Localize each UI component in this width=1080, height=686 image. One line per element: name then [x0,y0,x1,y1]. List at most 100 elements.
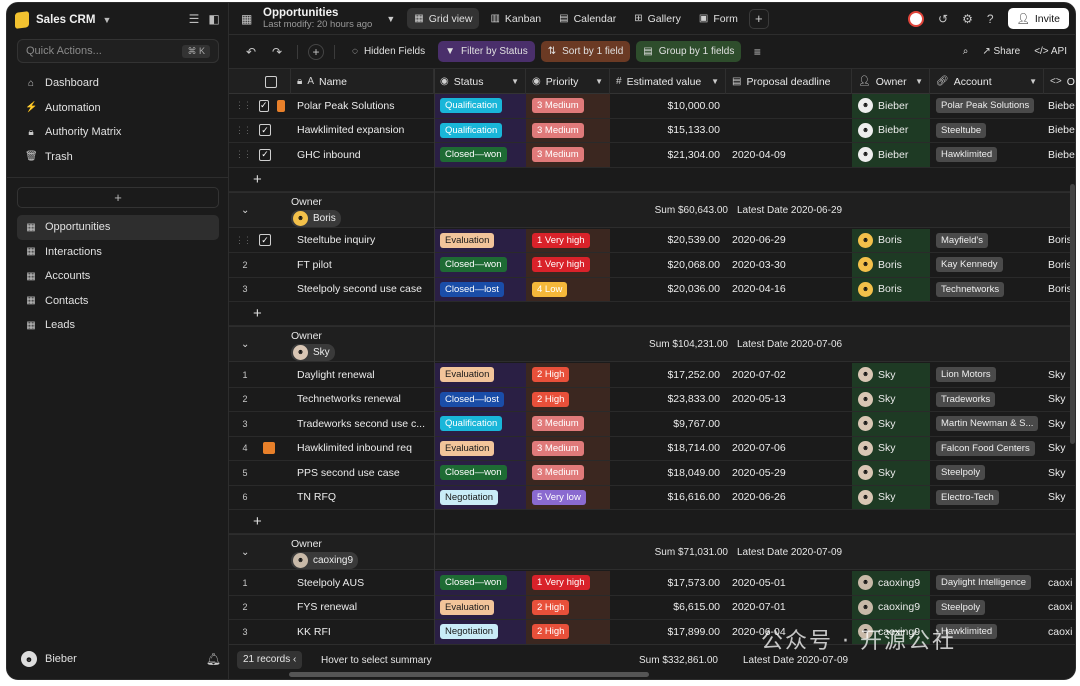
cell-account[interactable]: Hawklimited [930,143,1044,167]
table-row[interactable]: ⋮⋮ ✓ Hawklimited expansion Qualification 3 M… [229,118,1075,143]
cell-status[interactable]: Evaluation [434,595,526,619]
collapse-sidebar-icon[interactable]: ◧ [208,12,220,26]
table-row[interactable]: 3 Steelpoly second use case Closed—lost 4 L… [229,277,1075,302]
add-record-button[interactable]: + [308,43,324,60]
cell-proposal-deadline[interactable]: 2020-04-09 [732,148,786,161]
cell-estimated-value[interactable]: $20,036.00 [667,283,720,296]
workspace-switcher[interactable]: Sales CRM ▼ [15,9,111,31]
cell-name[interactable]: Steelpoly second use case [297,283,422,296]
cell-estimated-value[interactable]: $20,539.00 [667,234,720,247]
cell-proposal-deadline[interactable] [726,119,852,143]
cell-proposal-deadline[interactable] [726,412,852,436]
plus-icon[interactable]: + [253,513,262,530]
add-record-row[interactable]: + [229,302,1075,326]
column-header-proposal-deadline[interactable]: ▤ Proposal deadline [726,69,852,94]
chevron-down-icon[interactable]: ⌄ [241,547,250,558]
group-header[interactable]: ⌄ Owner ☻ Sky Sum $104,231.00 Latest Date 202… [229,326,1075,362]
redo-icon[interactable]: ↷ [271,44,283,59]
cell-priority[interactable]: 3 Medium [526,436,610,460]
cell-estimated-value[interactable]: $21,304.00 [667,148,720,161]
cell-priority[interactable]: 3 Medium [526,461,610,485]
table-row[interactable]: 4 Hawklimited inbound req Evaluation 3 Medi… [229,436,1075,461]
filter-button[interactable]: ▼ Filter by Status [438,41,535,62]
cell-owner[interactable]: ☻ Bieber [852,94,930,118]
cell-extra[interactable]: caoxi [1048,576,1073,589]
cell-extra[interactable]: Sky [1048,466,1066,479]
current-user[interactable]: ☻ Bieber 🔔︎ [21,649,221,669]
cell-name[interactable]: Steeltube inquiry [297,234,376,247]
cell-account[interactable]: Hawklimited [930,620,1044,644]
cell-priority[interactable]: 2 High [526,363,610,387]
cell-status[interactable]: Closed—won [434,143,526,167]
tab-grid-view[interactable]: ▦ Grid view [407,8,480,29]
cell-status[interactable]: Closed—lost [434,277,526,301]
cell-extra[interactable]: Biebe [1048,124,1075,137]
cell-estimated-value[interactable]: $9,767.00 [673,417,720,430]
cell-proposal-deadline[interactable] [726,94,852,118]
cell-account[interactable]: Electro-Tech [930,486,1044,510]
cell-extra[interactable]: Biebe [1048,148,1075,161]
cell-account[interactable]: Lion Motors [930,363,1044,387]
cell-status[interactable]: Closed—won [434,461,526,485]
cell-priority[interactable]: 3 Medium [526,412,610,436]
cell-proposal-deadline[interactable]: 2020-05-13 [732,393,786,406]
sidebar-item-leads[interactable]: ▦ Leads [17,313,219,338]
cell-proposal-deadline[interactable]: 2020-07-06 [732,442,786,455]
add-table-button[interactable]: + [17,187,219,208]
cell-account[interactable]: Falcon Food Centers [930,437,1044,461]
column-header-status[interactable]: ◉ Status ▼ [434,69,526,94]
cell-estimated-value[interactable]: $17,573.00 [667,576,720,589]
group-header[interactable]: ⌄ Owner ☻ caoxing9 Sum $71,031.00 Latest Date… [229,534,1075,570]
cell-proposal-deadline[interactable]: 2020-04-16 [732,283,786,296]
cell-estimated-value[interactable]: $17,899.00 [667,625,720,638]
group-button[interactable]: ▤ Group by 1 fields [636,41,742,62]
sidebar-item-interactions[interactable]: ▦ Interactions [17,240,219,265]
tab-kanban[interactable]: ▥ Kanban [483,8,548,29]
cell-proposal-deadline[interactable]: 2020-06-26 [732,491,786,504]
column-header-owner[interactable]: 👤︎ Owner ▼ [852,69,930,94]
menu-icon[interactable]: ☰ [188,12,200,26]
vertical-scrollbar[interactable] [1070,184,1075,444]
drag-handle-icon[interactable]: ⋮⋮ [235,149,252,160]
drag-handle-icon[interactable]: ⋮⋮ [235,124,252,135]
column-header-estimated-value[interactable]: # Estimated value ▼ [610,69,726,94]
column-header-extra[interactable]: <> O [1044,69,1075,94]
cell-estimated-value[interactable]: $23,833.00 [667,393,720,406]
cell-proposal-deadline[interactable]: 2020-07-01 [732,601,786,614]
cell-proposal-deadline[interactable]: 2020-07-02 [732,368,786,381]
cell-priority[interactable]: 3 Medium [526,143,610,167]
sidebar-item-dashboard[interactable]: ⌂ Dashboard [17,71,219,96]
cell-estimated-value[interactable]: $10,000.00 [667,99,720,112]
bell-icon[interactable]: 🔔︎ [205,652,221,666]
cell-estimated-value[interactable]: $15,133.00 [667,124,720,137]
chevron-down-icon[interactable]: ▼ [386,13,396,24]
history-icon[interactable]: ↺ [938,11,949,26]
chevron-down-icon[interactable]: ▼ [511,77,519,86]
cell-status[interactable]: Closed—lost [434,387,526,411]
cell-extra[interactable]: caoxi [1048,625,1073,638]
comment-badge-icon[interactable] [276,99,285,112]
cell-name[interactable]: Daylight renewal [297,368,375,381]
cell-status[interactable]: Negotiation [434,485,526,509]
plus-icon[interactable]: + [253,170,262,188]
add-record-row[interactable]: + [229,510,1075,534]
cell-owner[interactable]: ☻ Sky [852,387,930,411]
cell-account[interactable]: Polar Peak Solutions [930,94,1044,118]
cell-name[interactable]: Steelpoly AUS [297,576,365,589]
cell-status[interactable]: Qualification [434,118,526,142]
api-button[interactable]: </> API [1034,46,1067,57]
chevron-down-icon[interactable]: ⌄ [241,204,250,216]
more-menu-icon[interactable]: ≡ [753,44,761,59]
sidebar-item-contacts[interactable]: ▦ Contacts [17,289,219,314]
sidebar-item-opportunities[interactable]: ▦ Opportunities [17,215,219,240]
group-header[interactable]: ⌄ Owner ☻ Boris Sum $60,643.00 Latest Date 20… [229,191,1075,228]
table-row[interactable]: 6 TN RFQ Negotiation 5 Very low $16,616.00 20… [229,485,1075,510]
cell-extra[interactable]: Sky [1048,417,1066,430]
cell-name[interactable]: Hawklimited expansion [297,124,405,137]
column-header-name[interactable]: 🔒︎ A Name [291,69,434,94]
sidebar-item-accounts[interactable]: ▦ Accounts [17,264,219,289]
cell-priority[interactable]: 4 Low [526,277,610,301]
cell-estimated-value[interactable]: $18,714.00 [667,442,720,455]
cell-account[interactable]: Steelpoly [930,596,1044,620]
cell-owner[interactable]: ☻ caoxing9 [852,595,930,619]
